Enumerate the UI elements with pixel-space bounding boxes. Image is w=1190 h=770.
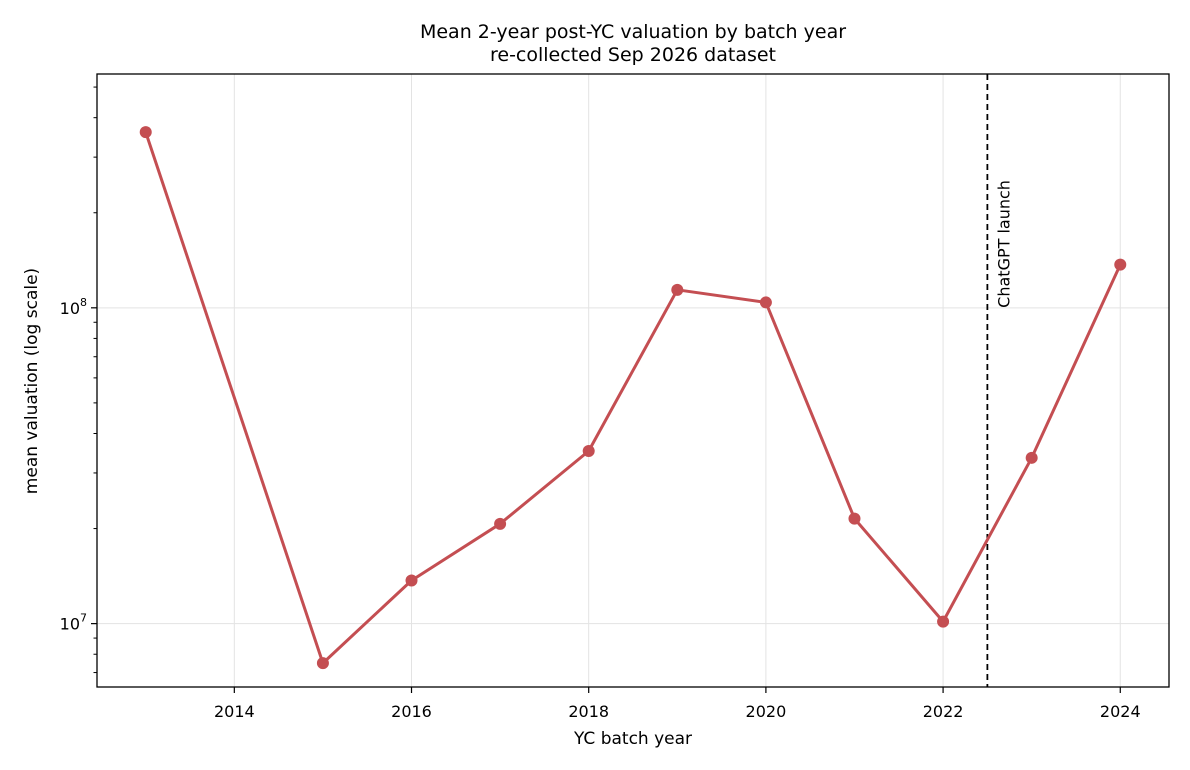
data-point: [1114, 258, 1127, 271]
data-point: [316, 657, 329, 670]
chatgpt-launch-label: ChatGPT launch: [994, 180, 1013, 308]
series-layer: [139, 126, 1127, 670]
x-tick-label: 2018: [568, 702, 609, 721]
plot-frame: [96, 73, 1170, 688]
chart-title: Mean 2-year post-YC valuation by batch y…: [420, 21, 846, 43]
y-tick-label: 107: [60, 612, 87, 634]
grid-layer: [97, 74, 1169, 687]
chart-subtitle: re-collected Sep 2026 dataset: [490, 44, 776, 66]
x-axis-label: YC batch year: [573, 729, 692, 749]
x-tick-label: 2020: [746, 702, 787, 721]
data-point: [937, 615, 950, 628]
data-point: [139, 126, 152, 139]
data-point: [582, 445, 595, 458]
data-point: [759, 296, 772, 309]
x-tick-label: 2016: [391, 702, 432, 721]
x-tick-label: 2014: [214, 702, 255, 721]
annotation-layer: ChatGPT launch: [986, 74, 1013, 687]
y-tick-label: 108: [60, 296, 87, 318]
data-point: [494, 517, 507, 530]
data-point: [1025, 451, 1038, 464]
data-point: [671, 283, 684, 296]
tick-layer: 2014 2016 2018 2020 2022 2024 107 108: [60, 86, 1141, 721]
x-tick-label: 2024: [1100, 702, 1141, 721]
y-axis-label: mean valuation (log scale): [22, 268, 42, 494]
data-point: [405, 574, 418, 587]
x-tick-label: 2022: [923, 702, 964, 721]
data-point: [848, 512, 861, 525]
